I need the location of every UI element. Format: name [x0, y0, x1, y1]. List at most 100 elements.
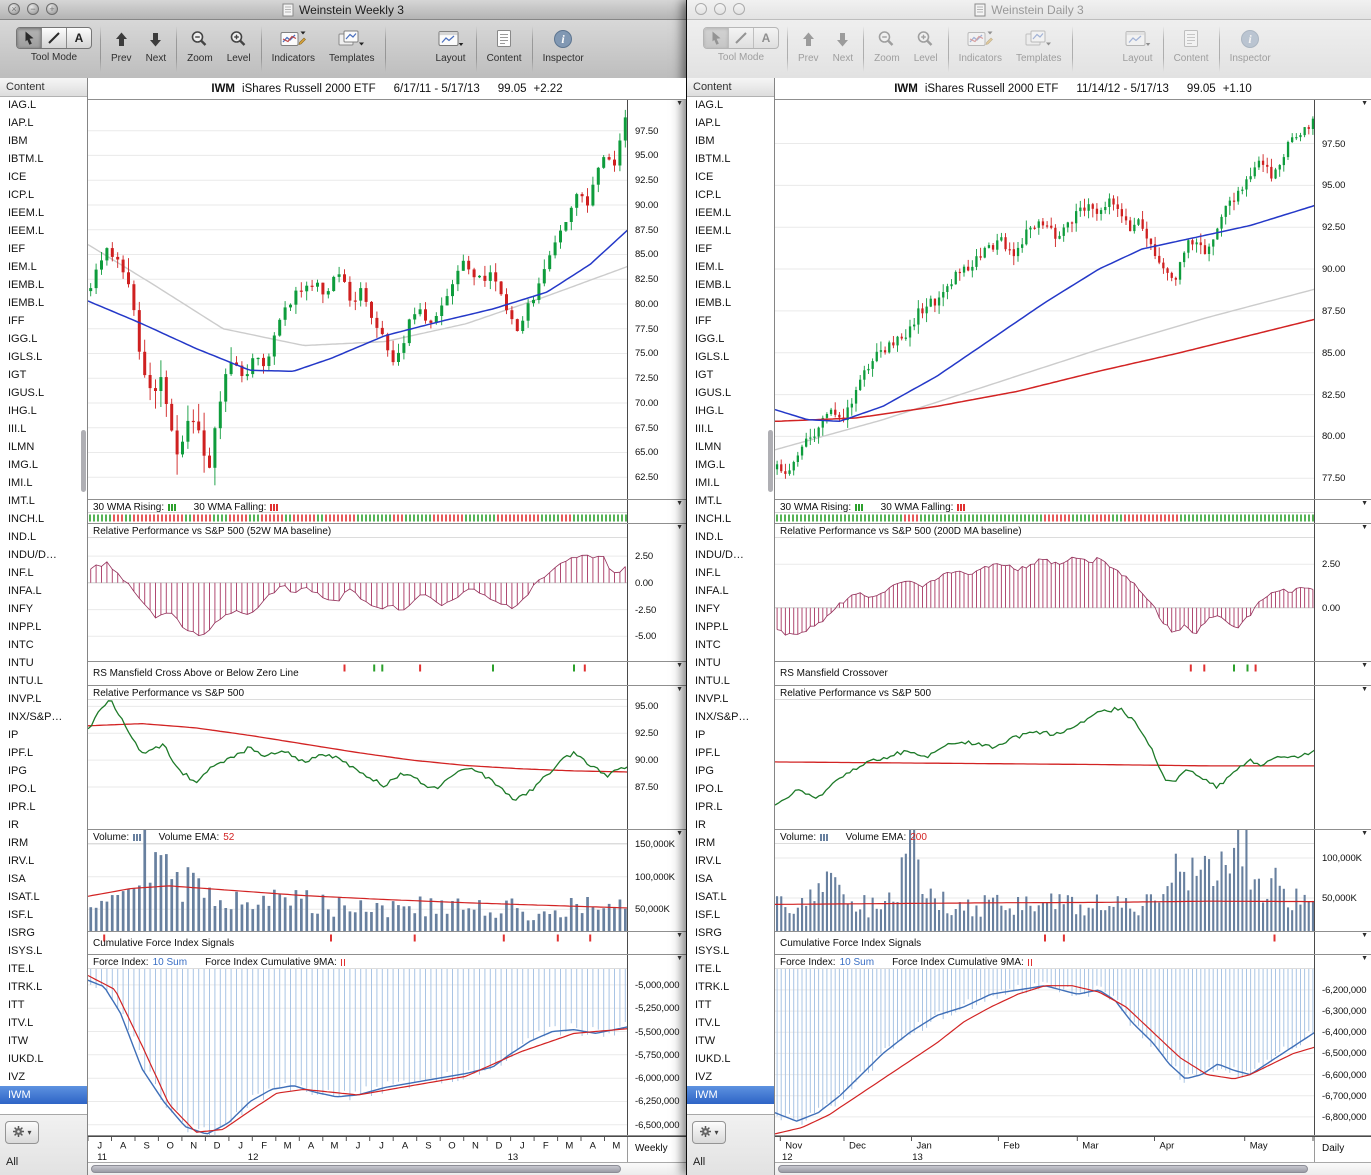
sidebar-item[interactable]: IEEM.L	[695, 225, 732, 237]
sidebar-item[interactable]: IMT.L	[695, 495, 722, 507]
sidebar-item[interactable]: IBTM.L	[695, 153, 731, 165]
sidebar-item[interactable]: INTC	[8, 639, 34, 651]
sidebar-item[interactable]: INVP.L	[8, 693, 42, 705]
sidebar-item[interactable]: IRV.L	[8, 855, 35, 867]
rp_ratio-plot[interactable]	[775, 686, 1315, 829]
collapse-arrow-icon[interactable]: ▼	[1361, 932, 1368, 939]
sidebar-item[interactable]: IR	[8, 819, 19, 831]
price-plot[interactable]	[88, 100, 628, 499]
collapse-arrow-icon[interactable]: ▼	[676, 662, 683, 669]
pointer-tool-button[interactable]	[17, 28, 42, 48]
sidebar-item[interactable]: INFA.L	[8, 585, 42, 597]
collapse-arrow-icon[interactable]: ▼	[676, 524, 683, 531]
sidebar-item[interactable]: IND.L	[695, 531, 724, 543]
sidebar-item[interactable]: INTU	[8, 657, 34, 669]
sidebar-item[interactable]: IAP.L	[695, 117, 721, 129]
sidebar-item[interactable]: IFF	[695, 315, 712, 327]
sidebar-item[interactable]: INFY	[695, 603, 721, 615]
sidebar-item[interactable]: ILMN	[8, 441, 35, 453]
sidebar-item[interactable]: INTU.L	[8, 675, 43, 687]
sidebar-item[interactable]: IVZ	[8, 1071, 26, 1083]
sidebar-item[interactable]: IFF	[8, 315, 25, 327]
inspector-button[interactable]: i Inspector	[1230, 27, 1271, 64]
sidebar-item[interactable]: IRV.L	[695, 855, 722, 867]
sidebar-item[interactable]: IEMB.L	[695, 279, 732, 291]
wma-plot[interactable]	[88, 500, 628, 523]
sidebar-item[interactable]: IWM	[0, 1086, 87, 1104]
sidebar-item[interactable]: INVP.L	[695, 693, 729, 705]
sidebar-item[interactable]: ITV.L	[8, 1017, 34, 1029]
next-button[interactable]: Next	[146, 27, 166, 64]
sidebar-item[interactable]: IMG.L	[695, 459, 725, 471]
collapse-arrow-icon[interactable]: ▼	[1361, 500, 1368, 507]
sidebar-item[interactable]: ICE	[8, 171, 27, 183]
sidebar-item[interactable]: IUKD.L	[8, 1053, 44, 1065]
sidebar-item[interactable]: INTU.L	[695, 675, 730, 687]
sidebar-item[interactable]: ISYS.L	[8, 945, 43, 957]
sidebar-item[interactable]: IVZ	[695, 1071, 713, 1083]
xaxis-plot[interactable]: J A S O N D J F M A M J J A S O N D J F M A M 11 12 13	[88, 1137, 628, 1162]
zoom-window-button[interactable]: +	[46, 3, 58, 15]
prev-button[interactable]: Prev	[798, 27, 819, 64]
sidebar-item[interactable]: ITE.L	[8, 963, 35, 975]
sidebar-item[interactable]: IP	[695, 729, 706, 741]
mansfield-plot[interactable]	[775, 662, 1315, 685]
templates-button[interactable]: Templates	[1016, 27, 1062, 64]
sidebar-item[interactable]: INX/S&P…	[695, 711, 750, 723]
collapse-arrow-icon[interactable]: ▼	[1361, 686, 1368, 693]
sidebar-item[interactable]: IPO.L	[695, 783, 724, 795]
sidebar-item[interactable]: IMI.L	[695, 477, 720, 489]
mansfield-plot[interactable]	[88, 662, 628, 685]
sidebar-item[interactable]: IGG.L	[695, 333, 725, 345]
sidebar-item[interactable]: IUKD.L	[695, 1053, 731, 1065]
sidebar-item[interactable]: INF.L	[8, 567, 34, 579]
text-tool-button[interactable]: A	[761, 31, 771, 45]
sidebar-item[interactable]: INFY	[8, 603, 34, 615]
close-button[interactable]: ×	[8, 3, 20, 15]
sidebar-item[interactable]: ISA	[8, 873, 26, 885]
sidebar-item[interactable]: IGT	[8, 369, 27, 381]
sidebar-item[interactable]: INX/S&P…	[8, 711, 63, 723]
layout-button[interactable]: Layout	[436, 27, 466, 64]
sidebar-item[interactable]: IGUS.L	[695, 387, 732, 399]
sidebar-item[interactable]: IEF	[695, 243, 713, 255]
sidebar-item[interactable]: IEEM.L	[695, 207, 732, 219]
sidebar-item[interactable]: IBTM.L	[8, 153, 44, 165]
sidebar-item[interactable]: IGG.L	[8, 333, 38, 345]
sidebar-scrollbar-thumb[interactable]	[768, 430, 773, 492]
sidebar-item[interactable]: IEM.L	[695, 261, 724, 273]
sidebar-item[interactable]: III.L	[8, 423, 27, 435]
sidebar-item[interactable]: INCH.L	[8, 513, 45, 525]
force-plot[interactable]	[775, 955, 1315, 1135]
collapse-arrow-icon[interactable]: ▼	[1361, 662, 1368, 669]
sidebar-item[interactable]: IEM.L	[8, 261, 37, 273]
minimize-button[interactable]: −	[27, 3, 39, 15]
sidebar-item[interactable]: IEEM.L	[8, 225, 45, 237]
zoom-button[interactable]: Zoom	[187, 27, 213, 64]
sidebar-item[interactable]: ISAT.L	[695, 891, 727, 903]
horizontal-scrollbar-thumb[interactable]	[778, 1165, 1308, 1173]
level-button[interactable]: Level	[227, 27, 251, 64]
force-plot[interactable]	[88, 955, 628, 1135]
indicators-button[interactable]: Indicators	[959, 27, 1002, 64]
gear-button[interactable]: ▾	[5, 1121, 39, 1144]
gear-button[interactable]: ▾	[692, 1121, 726, 1144]
cfi-plot[interactable]	[775, 932, 1315, 954]
sidebar-item[interactable]: ISYS.L	[695, 945, 730, 957]
horizontal-scrollbar[interactable]	[775, 1162, 1371, 1175]
sidebar-item[interactable]: IEF	[8, 243, 26, 255]
line-tool-button[interactable]	[42, 28, 67, 48]
inspector-button[interactable]: i Inspector	[543, 27, 584, 64]
sidebar-item[interactable]: IHG.L	[8, 405, 37, 417]
sidebar-item[interactable]: IPG	[8, 765, 27, 777]
layout-button[interactable]: Layout	[1123, 27, 1153, 64]
volume-plot[interactable]	[88, 830, 628, 931]
sidebar-item[interactable]: IPF.L	[8, 747, 34, 759]
sidebar-item[interactable]: III.L	[695, 423, 714, 435]
collapse-arrow-icon[interactable]: ▼	[676, 686, 683, 693]
pointer-tool-button[interactable]	[704, 28, 729, 48]
sidebar-item[interactable]: IEEM.L	[8, 207, 45, 219]
sidebar-item[interactable]: IND.L	[8, 531, 37, 543]
sidebar-item[interactable]: INTC	[695, 639, 721, 651]
minimize-button[interactable]: −	[714, 3, 726, 15]
